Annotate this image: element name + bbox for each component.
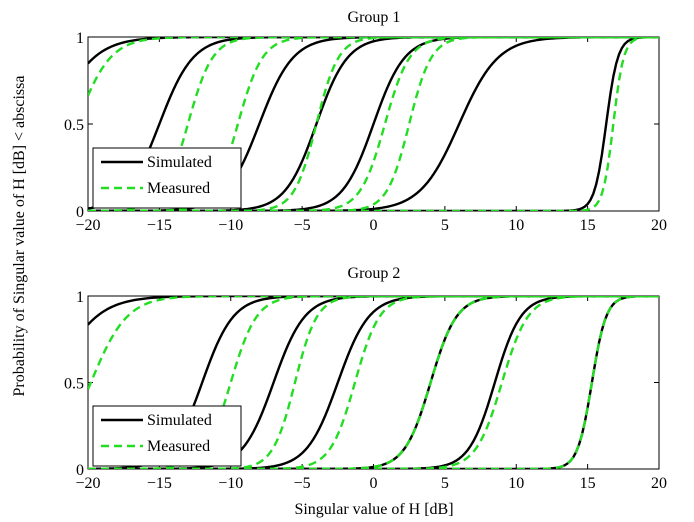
legend-box — [92, 147, 242, 209]
measured-curve — [88, 37, 659, 211]
x-tick-label: 10 — [508, 475, 524, 492]
legend-label-measured: Measured — [147, 180, 210, 197]
y-tick-label: 0 — [76, 462, 84, 479]
y-tick-label: 0 — [76, 204, 84, 221]
x-tick-label: −15 — [147, 217, 172, 234]
measured-curve — [88, 296, 659, 469]
x-tick-label: −5 — [294, 475, 311, 492]
x-tick-label: 20 — [651, 217, 667, 234]
measured-curve — [88, 37, 659, 97]
x-tick-label: 10 — [508, 217, 524, 234]
legend: Simulated Measured — [92, 405, 242, 467]
legend-label-simulated: Simulated — [147, 412, 212, 429]
panel-group-1: Group 1 −20 −15 −10 −5 0 5 10 15 20 0 0.5 1 Simulate… — [64, 9, 667, 234]
x-tick-label: −15 — [147, 475, 172, 492]
panel-group-2: Group 2 −20 −15 −10 −5 0 5 10 15 20 0 0.5 1 Simulate… — [64, 265, 667, 492]
simulated-curve — [88, 296, 659, 469]
y-tick-label: 1 — [76, 30, 84, 47]
x-tick-label: 0 — [370, 217, 378, 234]
y-tick-label: 1 — [76, 289, 84, 306]
x-tick-label: 20 — [651, 475, 667, 492]
measured-curve — [88, 296, 659, 469]
y-tick-label: 0.5 — [64, 376, 84, 393]
x-tick-label: 5 — [441, 217, 449, 234]
x-tick-label: −20 — [75, 217, 100, 234]
x-tick-label: −5 — [294, 217, 311, 234]
legend-label-simulated: Simulated — [147, 154, 212, 171]
y-tick-label: 0.5 — [64, 117, 84, 134]
x-tick-label: −10 — [218, 217, 243, 234]
measured-curve — [88, 296, 659, 390]
measured-curve — [88, 37, 659, 211]
x-tick-label: 15 — [580, 475, 596, 492]
measured-curve — [88, 296, 659, 469]
measured-curve — [88, 37, 659, 211]
x-tick-label: 15 — [580, 217, 596, 234]
simulated-curve — [88, 37, 659, 210]
curves — [88, 37, 659, 211]
measured-curve — [88, 37, 659, 211]
panel-title: Group 1 — [348, 9, 401, 26]
legend-label-measured: Measured — [147, 438, 210, 455]
legend-box — [92, 405, 242, 467]
legend: Simulated Measured — [92, 147, 242, 209]
x-tick-label: 5 — [441, 475, 449, 492]
x-tick-label: 0 — [370, 475, 378, 492]
x-tick-label: −20 — [75, 475, 100, 492]
y-axis-label: Probability of Singular value of H [dB] … — [11, 76, 28, 397]
x-axis-label: Singular value of H [dB] — [294, 501, 453, 518]
x-tick-label: −10 — [218, 475, 243, 492]
measured-curve — [88, 37, 659, 211]
simulated-curve — [88, 37, 659, 211]
panel-title: Group 2 — [348, 265, 401, 282]
